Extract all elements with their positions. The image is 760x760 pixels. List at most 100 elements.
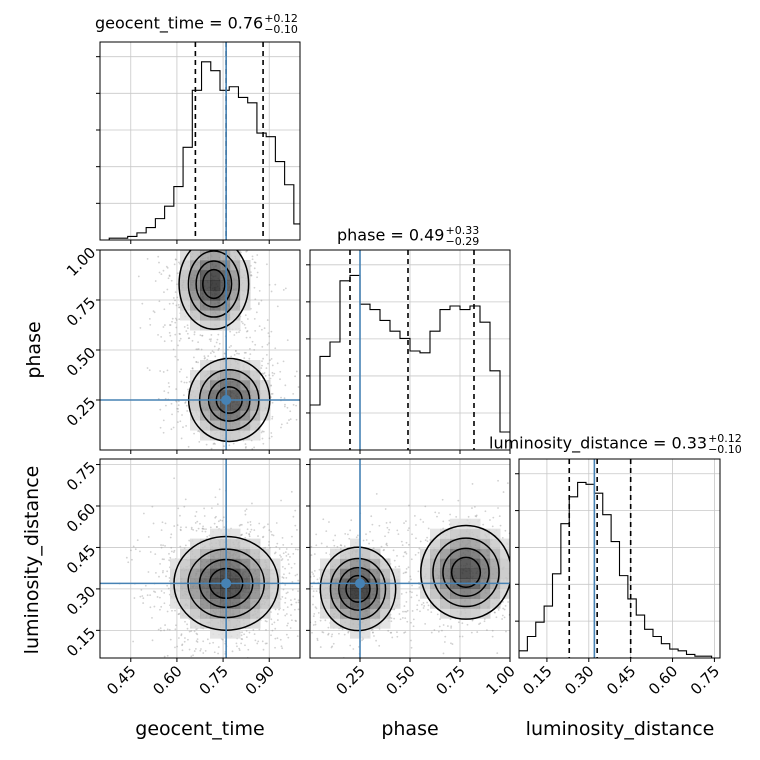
density-cell <box>230 598 241 609</box>
ytick-label-luminosity_distance-1: 0.30 <box>63 583 99 619</box>
sample-point <box>195 529 198 532</box>
xtick-label-luminosity_distance-3: 0.60 <box>645 662 681 698</box>
sample-point <box>398 613 401 615</box>
sample-point <box>169 638 172 641</box>
sample-point <box>274 608 277 611</box>
sample-point <box>261 345 264 348</box>
sample-point <box>197 430 200 433</box>
sample-point <box>502 491 505 493</box>
sample-point <box>286 422 289 425</box>
sample-point <box>405 610 408 613</box>
density-cell <box>480 598 491 609</box>
sample-point <box>405 552 408 555</box>
density-cell <box>200 320 211 331</box>
sample-point <box>142 602 145 604</box>
sample-point <box>332 642 335 645</box>
sample-point <box>310 554 313 557</box>
contour-luminosity_distance_vs_phase-0-1 <box>329 557 387 621</box>
density-cell <box>220 300 231 311</box>
density-cell <box>230 400 241 411</box>
sample-point <box>394 566 397 568</box>
density-cell <box>190 310 201 321</box>
sample-point <box>177 344 179 347</box>
density-cell <box>220 400 231 411</box>
sample-point <box>420 603 423 606</box>
sample-point <box>178 306 180 309</box>
density-cell <box>230 420 241 431</box>
yaxis-label-phase: phase <box>23 321 45 378</box>
density-cell <box>480 548 491 559</box>
sample-point <box>291 535 293 538</box>
sample-point <box>194 522 197 524</box>
density-cell <box>340 608 351 619</box>
sample-point <box>158 271 161 274</box>
sample-point <box>382 549 385 552</box>
sample-point <box>286 406 289 409</box>
sample-point <box>271 364 274 367</box>
density-cell <box>230 548 241 559</box>
sample-point <box>328 521 330 523</box>
sample-point <box>292 515 295 518</box>
density-cell <box>200 380 211 391</box>
sample-point <box>317 611 320 614</box>
density-cell <box>420 548 431 559</box>
density-cell <box>440 598 451 609</box>
sample-point <box>175 304 178 307</box>
sample-point <box>338 632 340 635</box>
density-cell <box>250 360 261 371</box>
sample-point <box>176 524 179 527</box>
sample-point <box>387 629 390 632</box>
sample-point <box>206 535 209 538</box>
density-cell <box>460 598 471 609</box>
sample-point <box>261 437 264 440</box>
sample-point <box>418 599 420 602</box>
sample-point <box>408 527 410 530</box>
sample-point <box>170 546 173 549</box>
sample-point <box>139 327 142 329</box>
density-cell <box>500 568 510 579</box>
sample-point <box>245 250 248 253</box>
sample-point <box>393 559 396 562</box>
sample-point <box>267 332 270 335</box>
density-cell <box>460 608 471 619</box>
sample-point <box>166 584 169 587</box>
density-cell <box>260 568 271 579</box>
truth-marker-luminosity_distance_vs_geocent_time <box>221 578 232 589</box>
density-cell <box>210 400 221 411</box>
sample-point <box>238 649 241 652</box>
sample-point <box>286 624 289 627</box>
sample-point <box>222 516 225 519</box>
density-cell <box>240 598 251 609</box>
sample-point <box>164 624 166 626</box>
sample-point <box>166 288 169 291</box>
sample-point <box>182 394 185 397</box>
sample-point <box>170 550 173 553</box>
sample-point <box>258 302 260 304</box>
sample-point <box>178 370 181 373</box>
sample-point <box>312 590 315 593</box>
sample-point <box>483 620 486 623</box>
sample-point <box>315 607 318 610</box>
sample-point <box>200 648 202 650</box>
title-luminosity-distance: luminosity_distance = 0.33 +0.12 −0.10 <box>489 433 742 455</box>
sample-point <box>286 606 289 608</box>
sample-point <box>290 566 293 569</box>
sample-point <box>405 571 408 574</box>
panel-frame-0-0 <box>99 41 301 241</box>
contour-phase_vs_geocent_time-0-1 <box>187 250 241 318</box>
sample-point <box>268 335 271 338</box>
sample-point <box>177 613 180 616</box>
sample-point <box>184 637 186 639</box>
sample-point <box>493 611 496 614</box>
sample-point <box>350 519 353 522</box>
density-cell <box>430 538 441 550</box>
sample-point <box>248 532 251 535</box>
sample-point <box>316 578 319 581</box>
sample-point <box>257 303 260 306</box>
density-cell <box>230 270 241 281</box>
sample-point <box>383 548 385 551</box>
sample-point <box>233 334 236 336</box>
title-phase: phase = 0.49 +0.33 −0.29 <box>337 225 479 247</box>
sample-point <box>286 339 289 342</box>
sample-point <box>311 631 313 634</box>
